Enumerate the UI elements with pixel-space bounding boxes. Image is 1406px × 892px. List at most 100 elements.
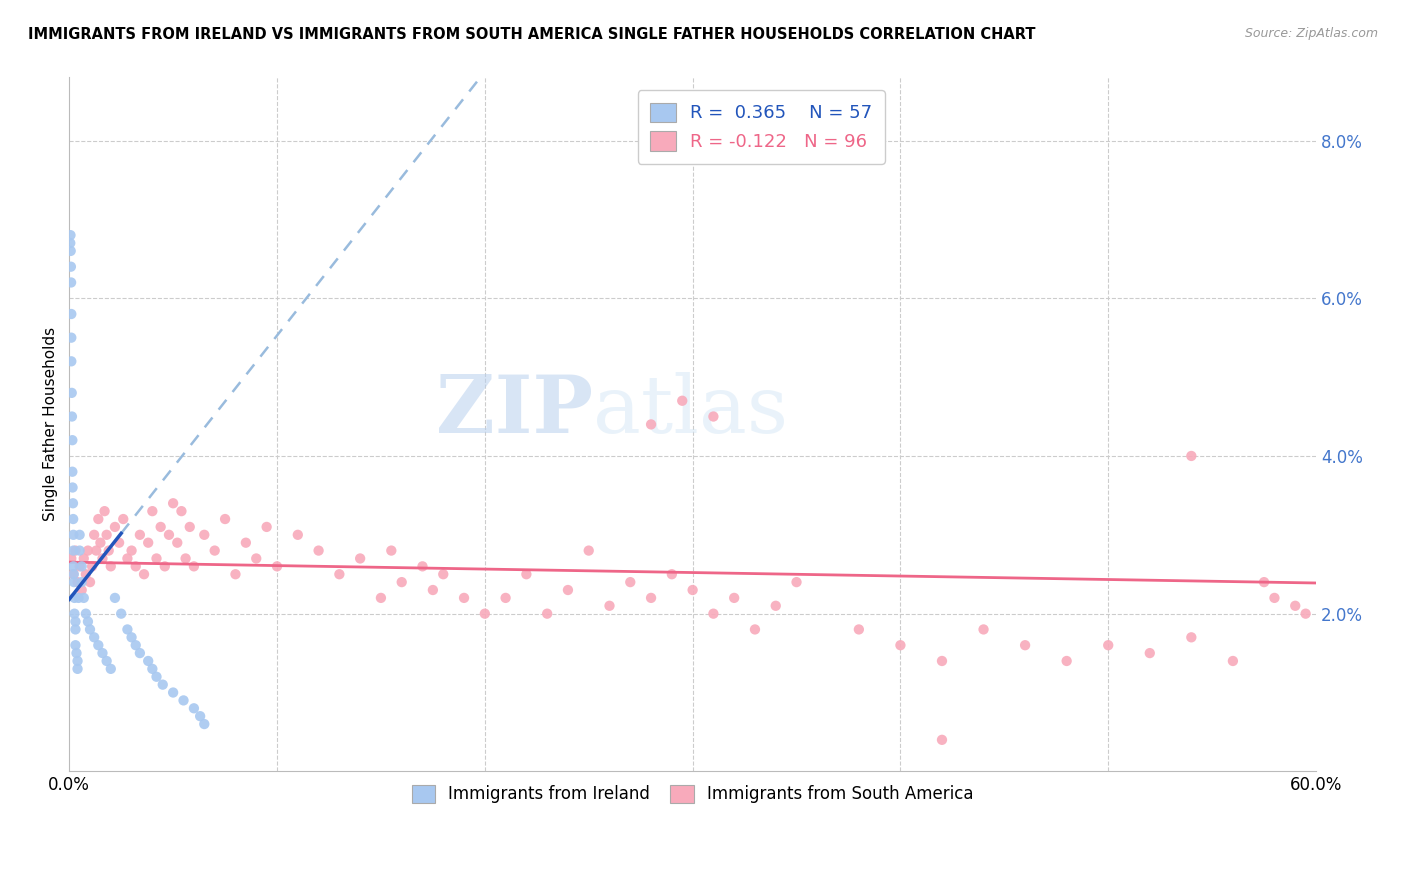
Point: [112, 512, 135, 526]
Point: [1056, 654, 1078, 668]
Point: [91, 646, 114, 660]
Point: [1180, 449, 1202, 463]
Point: [62, 559, 84, 574]
Point: [125, 638, 148, 652]
Point: [1253, 575, 1275, 590]
Point: [100, 662, 122, 676]
Point: [84, 543, 107, 558]
Legend: Immigrants from Ireland, Immigrants from South America: Immigrants from Ireland, Immigrants from…: [401, 773, 986, 815]
Point: [60, 409, 83, 424]
Point: [702, 409, 724, 424]
Point: [65, 543, 87, 558]
Point: [59, 260, 82, 274]
Point: [1097, 638, 1119, 652]
Point: [69, 528, 91, 542]
Point: [117, 551, 139, 566]
Point: [75, 607, 97, 621]
Point: [65, 646, 87, 660]
Point: [702, 607, 724, 621]
Point: [70, 575, 93, 590]
Point: [1263, 591, 1285, 605]
Point: [79, 575, 101, 590]
Point: [157, 528, 180, 542]
Point: [380, 543, 402, 558]
Point: [287, 528, 309, 542]
Point: [117, 623, 139, 637]
Point: [136, 654, 159, 668]
Point: [65, 615, 87, 629]
Point: [65, 623, 87, 637]
Point: [60, 276, 83, 290]
Point: [108, 535, 131, 549]
Point: [77, 615, 100, 629]
Point: [145, 551, 167, 566]
Point: [973, 623, 995, 637]
Point: [682, 582, 704, 597]
Point: [104, 591, 127, 605]
Point: [183, 701, 205, 715]
Point: [125, 559, 148, 574]
Point: [60, 354, 83, 368]
Point: [96, 528, 118, 542]
Point: [179, 520, 201, 534]
Point: [121, 543, 143, 558]
Point: [60, 385, 83, 400]
Point: [83, 630, 105, 644]
Point: [100, 559, 122, 574]
Point: [59, 244, 82, 258]
Point: [308, 543, 330, 558]
Point: [432, 567, 454, 582]
Y-axis label: Single Father Households: Single Father Households: [44, 327, 58, 522]
Point: [70, 582, 93, 597]
Point: [162, 496, 184, 510]
Point: [60, 331, 83, 345]
Point: [69, 559, 91, 574]
Point: [931, 654, 953, 668]
Text: ZIP: ZIP: [436, 372, 593, 450]
Point: [183, 559, 205, 574]
Point: [1295, 607, 1317, 621]
Point: [848, 623, 870, 637]
Point: [640, 591, 662, 605]
Point: [170, 504, 193, 518]
Point: [141, 504, 163, 518]
Point: [63, 591, 86, 605]
Point: [66, 654, 89, 668]
Point: [162, 685, 184, 699]
Point: [661, 567, 683, 582]
Point: [60, 465, 83, 479]
Point: [173, 693, 195, 707]
Point: [70, 559, 93, 574]
Point: [104, 520, 127, 534]
Point: [91, 551, 114, 566]
Point: [87, 638, 110, 652]
Point: [391, 575, 413, 590]
Point: [62, 496, 84, 510]
Point: [96, 654, 118, 668]
Point: [1284, 599, 1306, 613]
Text: atlas: atlas: [593, 372, 787, 450]
Point: [166, 535, 188, 549]
Point: [204, 543, 226, 558]
Point: [62, 512, 84, 526]
Point: [557, 582, 579, 597]
Point: [214, 512, 236, 526]
Point: [411, 559, 433, 574]
Point: [640, 417, 662, 432]
Point: [153, 559, 176, 574]
Point: [121, 630, 143, 644]
Point: [328, 567, 350, 582]
Point: [889, 638, 911, 652]
Text: Source: ZipAtlas.com: Source: ZipAtlas.com: [1244, 27, 1378, 40]
Point: [62, 528, 84, 542]
Point: [77, 543, 100, 558]
Point: [60, 433, 83, 447]
Point: [453, 591, 475, 605]
Point: [97, 543, 120, 558]
Point: [63, 607, 86, 621]
Point: [80, 559, 103, 574]
Point: [66, 575, 89, 590]
Point: [89, 535, 111, 549]
Point: [765, 599, 787, 613]
Point: [62, 567, 84, 582]
